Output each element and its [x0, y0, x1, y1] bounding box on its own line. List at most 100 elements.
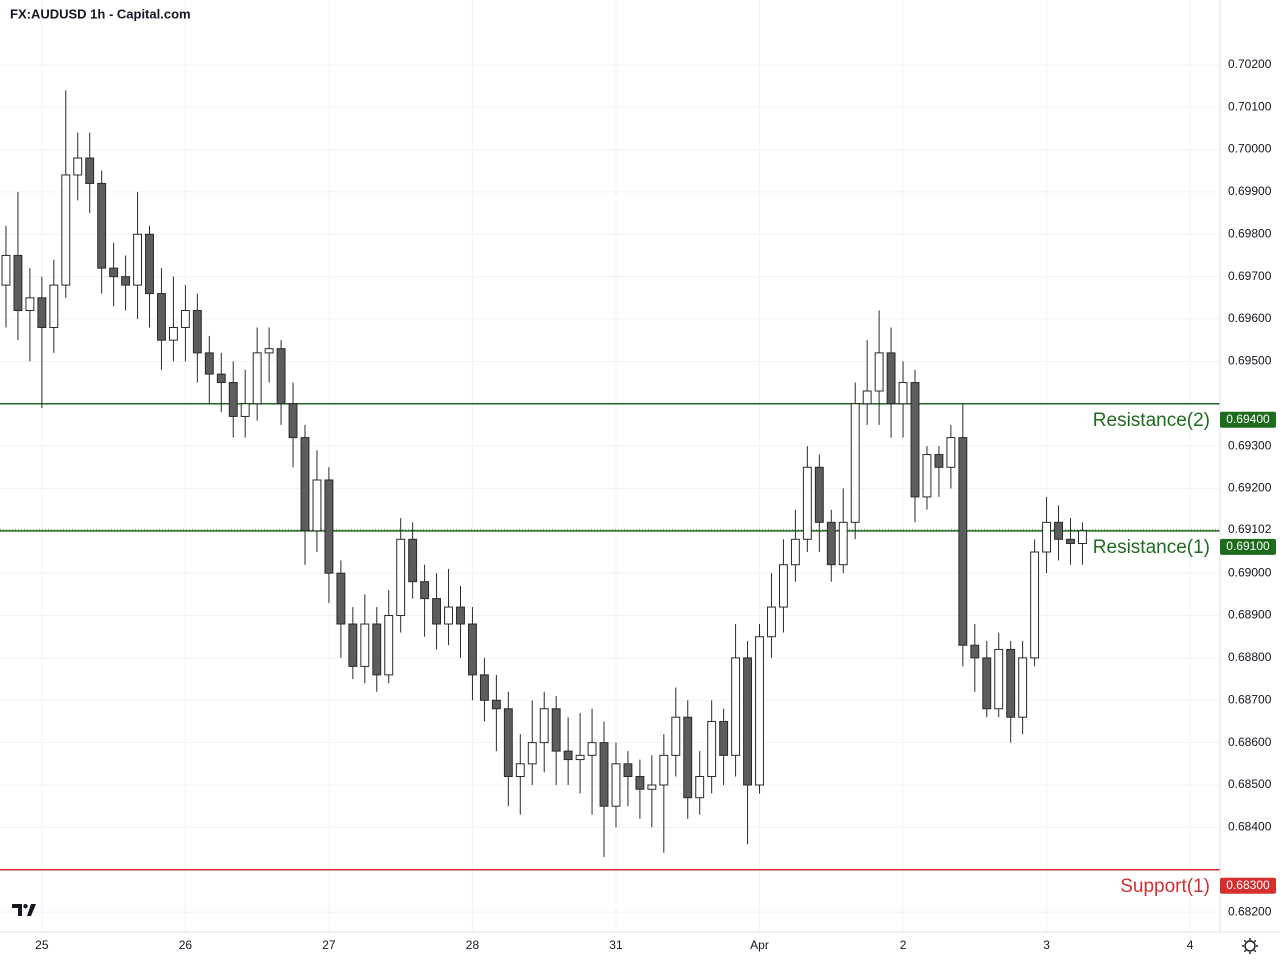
candle-body [874, 352, 884, 392]
candle-body [778, 564, 788, 608]
levels: Resistance(2) Resistance(1) Support(1) [0, 402, 1220, 897]
candle-body [312, 479, 322, 532]
level-name: Resistance(2) [1093, 410, 1210, 431]
candle-body [551, 708, 561, 752]
candle-body [743, 657, 752, 786]
y-tick-label: 0.68600 [1228, 735, 1272, 749]
candle-body [121, 276, 131, 286]
candle-body [1042, 521, 1052, 553]
candle-body [635, 776, 645, 790]
candle-body [623, 763, 633, 778]
candle-body [503, 708, 513, 778]
candle-body [599, 742, 609, 807]
candle-body [1078, 530, 1087, 545]
candle-body [37, 297, 47, 328]
level-price-label: 0.69100 [1226, 539, 1270, 553]
candle-body [814, 466, 824, 523]
candle-body [563, 750, 573, 761]
level-name: Resistance(1) [1093, 537, 1210, 558]
candle-body [157, 293, 166, 341]
candle-body [25, 297, 35, 312]
candle-body [934, 454, 944, 468]
candle-body [958, 437, 968, 646]
level-price-label: 0.69400 [1226, 412, 1270, 426]
candle-body [420, 581, 430, 600]
candle-body [767, 606, 776, 638]
y-tick-label: 0.69500 [1228, 354, 1272, 368]
level-badge [1220, 877, 1276, 894]
candle-body [1054, 521, 1063, 540]
candle-body [982, 657, 992, 710]
candle-body [73, 157, 83, 176]
y-tick-label: 0.69700 [1228, 269, 1272, 283]
candle-body [695, 776, 705, 799]
y-tick-label: 0.69300 [1228, 438, 1272, 452]
candle-body [946, 437, 956, 468]
settings-button[interactable] [1242, 938, 1258, 954]
y-tick-label: 0.68900 [1228, 608, 1272, 622]
candle-body [192, 310, 202, 354]
y-tick-label: 0.69200 [1228, 481, 1272, 495]
candle-body [288, 403, 298, 439]
candle-body [324, 479, 334, 574]
x-tick-label: 25 [35, 938, 49, 952]
candle-body [491, 699, 501, 710]
candle-body [611, 763, 621, 807]
candle-body [276, 348, 286, 405]
candle-body [408, 538, 418, 583]
candle-body [587, 742, 597, 756]
candle-body [1006, 648, 1016, 718]
y-tick-label: 0.69800 [1228, 226, 1272, 240]
y-tick-label: 0.68800 [1228, 650, 1272, 664]
chart-title: FX:AUDUSD 1h - Capital.com [10, 6, 191, 21]
candle-body [85, 157, 95, 184]
candle-body [468, 623, 477, 676]
candle-body [910, 382, 920, 498]
candle-body [755, 636, 764, 786]
last-price-label: 0.69102 [1228, 522, 1272, 536]
candle-body [204, 352, 214, 375]
x-tick-label: 3 [1043, 938, 1050, 952]
y-tick-label: 0.69600 [1228, 311, 1272, 325]
candle-body [922, 454, 932, 498]
candle-body [240, 403, 250, 417]
x-tick-label: 26 [179, 938, 193, 952]
candle-body [13, 254, 23, 312]
candle-body [396, 538, 406, 617]
candle-body [802, 466, 812, 540]
y-tick-label: 0.69000 [1228, 565, 1272, 579]
candle-body [432, 598, 442, 625]
candle-body [731, 657, 741, 756]
candle-body [372, 623, 382, 676]
candle-body [444, 606, 453, 625]
level-price-label: 0.68300 [1226, 878, 1270, 892]
y-tick-label: 0.68200 [1228, 904, 1272, 918]
candle-body [575, 754, 585, 761]
candle-body [647, 784, 657, 790]
y-tick-label: 0.68400 [1228, 820, 1272, 834]
candle-body [264, 348, 274, 354]
candle-body [216, 373, 226, 384]
level-badge [1220, 411, 1276, 428]
level-name: Support(1) [1120, 876, 1210, 897]
candle-body [109, 267, 119, 278]
candle-body [994, 648, 1004, 710]
candle-body [515, 763, 525, 778]
candle-body [527, 742, 537, 765]
candle-body [180, 310, 190, 328]
x-tick-label: 28 [466, 938, 480, 952]
x-tick-label: 4 [1187, 938, 1194, 952]
candle-body [1066, 538, 1075, 545]
candle-body [384, 615, 394, 676]
y-tick-label: 0.68500 [1228, 777, 1272, 791]
x-tick-label: 2 [900, 938, 907, 952]
candle-body [336, 572, 346, 625]
candle-body [539, 708, 549, 744]
grid [0, 0, 1220, 932]
candle-body [850, 403, 860, 523]
candle-body [719, 720, 729, 756]
candle-body [456, 606, 465, 625]
